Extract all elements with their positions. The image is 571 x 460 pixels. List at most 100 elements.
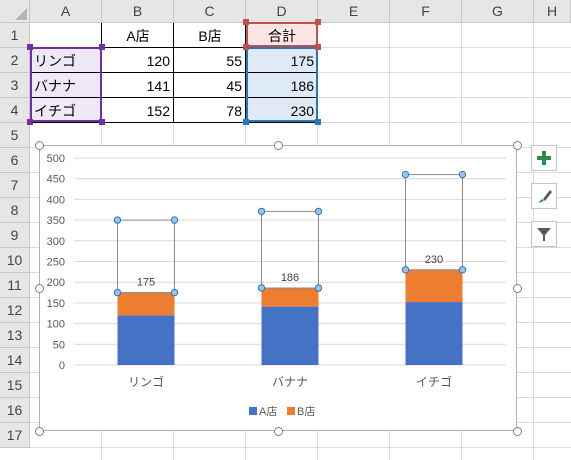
range-handle[interactable] xyxy=(315,119,321,125)
selection-point-handle[interactable] xyxy=(257,207,266,216)
range-handle[interactable] xyxy=(243,119,249,125)
chart-filters-button[interactable] xyxy=(531,221,557,247)
selection-point-handle[interactable] xyxy=(401,170,410,179)
range-handle[interactable] xyxy=(243,44,249,50)
row-header-6[interactable]: 6 xyxy=(0,148,30,173)
total-series-selected-bar[interactable] xyxy=(261,210,319,289)
range-handle[interactable] xyxy=(315,19,321,25)
b-store-value-cell[interactable]: 78 xyxy=(226,102,242,119)
row-header-9[interactable]: 9 xyxy=(0,223,30,248)
selection-point-handle[interactable] xyxy=(458,170,467,179)
total-series-selected-bar[interactable] xyxy=(405,174,463,271)
b-store-value-cell[interactable]: 45 xyxy=(226,77,242,94)
column-header-f[interactable]: F xyxy=(390,0,462,23)
row-label-cell[interactable]: イチゴ xyxy=(30,98,102,123)
row-header-13[interactable]: 13 xyxy=(0,323,30,348)
range-handle[interactable] xyxy=(27,119,33,125)
column-header-b[interactable]: B xyxy=(102,0,174,23)
bar-a-store[interactable] xyxy=(261,306,319,365)
x-category-label: リンゴ xyxy=(128,374,164,389)
column-header-a[interactable]: A xyxy=(30,0,102,23)
row-header-3[interactable]: 3 xyxy=(0,73,30,98)
y-tick-label: 400 xyxy=(47,194,65,206)
selection-point-handle[interactable] xyxy=(314,207,323,216)
chart-resize-handle[interactable] xyxy=(512,283,522,293)
chart-elements-button[interactable] xyxy=(531,145,557,171)
table-border xyxy=(30,72,102,73)
row-header-12[interactable]: 12 xyxy=(0,298,30,323)
chart-resize-handle[interactable] xyxy=(512,426,522,436)
legend-label[interactable]: A店 xyxy=(259,404,277,418)
row-header-17[interactable]: 17 xyxy=(0,423,30,448)
y-tick-label: 50 xyxy=(53,339,65,351)
selection-point-handle[interactable] xyxy=(113,288,122,297)
row-header-8[interactable]: 8 xyxy=(0,198,30,223)
column-header-e[interactable]: E xyxy=(318,0,390,23)
chart-resize-handle[interactable] xyxy=(273,426,283,436)
row-header-16[interactable]: 16 xyxy=(0,398,30,423)
selection-point-handle[interactable] xyxy=(314,284,323,292)
row-header-5[interactable]: 5 xyxy=(0,123,30,148)
a-store-value-cell[interactable]: 152 xyxy=(146,102,170,119)
a-store-value-cell[interactable]: 141 xyxy=(146,77,170,94)
chart-resize-handle[interactable] xyxy=(512,140,522,150)
column-header-h[interactable]: H xyxy=(534,0,571,23)
column-header-c[interactable]: C xyxy=(174,0,246,23)
selection-point-handle[interactable] xyxy=(170,288,179,297)
legend-label[interactable]: B店 xyxy=(297,404,315,418)
range-handle[interactable] xyxy=(243,19,249,25)
chart-resize-handle[interactable] xyxy=(34,426,44,436)
header-a-store[interactable]: A店 xyxy=(126,27,150,44)
range-handle[interactable] xyxy=(99,44,105,50)
row-header-4[interactable]: 4 xyxy=(0,98,30,123)
total-value-cell[interactable]: 175 xyxy=(246,48,318,73)
column-header-g[interactable]: G xyxy=(462,0,534,23)
stacked-column-chart[interactable]: 0 50 100 150 200 250 300 350 400 450 500 175 リンゴ 186 バ… xyxy=(40,146,516,430)
chart-area[interactable]: 0 50 100 150 200 250 300 350 400 450 500 175 リンゴ 186 バ… xyxy=(39,145,517,431)
select-all-corner[interactable] xyxy=(0,0,30,23)
bar-b-store[interactable] xyxy=(405,269,463,303)
row-label-cell[interactable]: バナナ xyxy=(30,73,102,98)
header-total[interactable]: 合計 xyxy=(246,23,318,48)
selection-point-handle[interactable] xyxy=(170,216,179,224)
row-header-11[interactable]: 11 xyxy=(0,273,30,298)
a-store-value-cell[interactable]: 120 xyxy=(146,52,170,69)
total-series-selected-bar[interactable] xyxy=(117,219,175,294)
row-header-15[interactable]: 15 xyxy=(0,373,30,398)
selection-point-handle[interactable] xyxy=(401,266,410,274)
filter-icon xyxy=(537,228,551,241)
range-handle[interactable] xyxy=(315,44,321,50)
bar-b-store[interactable] xyxy=(117,292,175,316)
chart-resize-handle[interactable] xyxy=(34,140,44,150)
bar-a-store[interactable] xyxy=(405,302,463,365)
b-store-value-cell[interactable]: 55 xyxy=(226,52,242,69)
range-handle[interactable] xyxy=(99,119,105,125)
selection-point-handle[interactable] xyxy=(257,284,266,292)
row-header-2[interactable]: 2 xyxy=(0,48,30,73)
y-tick-label: 150 xyxy=(47,298,65,310)
row-label-cell[interactable]: リンゴ xyxy=(30,48,102,73)
total-data-label: 175 xyxy=(137,277,155,289)
row-header-10[interactable]: 10 xyxy=(0,248,30,273)
selection-point-handle[interactable] xyxy=(113,216,122,224)
column-header-d[interactable]: D xyxy=(246,0,318,23)
selection-point-handle[interactable] xyxy=(458,266,467,274)
header-b-store[interactable]: B店 xyxy=(198,27,222,44)
total-value-cell[interactable]: 186 xyxy=(246,73,318,98)
chart-resize-handle[interactable] xyxy=(273,140,283,150)
y-tick-label: 350 xyxy=(47,215,65,227)
x-category-label: バナナ xyxy=(272,375,308,389)
chart-styles-button[interactable] xyxy=(531,183,557,209)
row-header-1[interactable]: 1 xyxy=(0,23,30,48)
total-value-cell[interactable]: 230 xyxy=(246,98,318,123)
total-data-label: 230 xyxy=(425,254,443,266)
bar-a-store[interactable] xyxy=(117,315,175,365)
row-header-7[interactable]: 7 xyxy=(0,173,30,198)
chart-resize-handle[interactable] xyxy=(34,283,44,293)
row-header-14[interactable]: 14 xyxy=(0,348,30,373)
total-data-label: 186 xyxy=(281,272,299,284)
bar-b-store[interactable] xyxy=(261,287,319,307)
range-handle[interactable] xyxy=(27,44,33,50)
table-border xyxy=(102,72,318,73)
brush-icon xyxy=(538,190,552,203)
